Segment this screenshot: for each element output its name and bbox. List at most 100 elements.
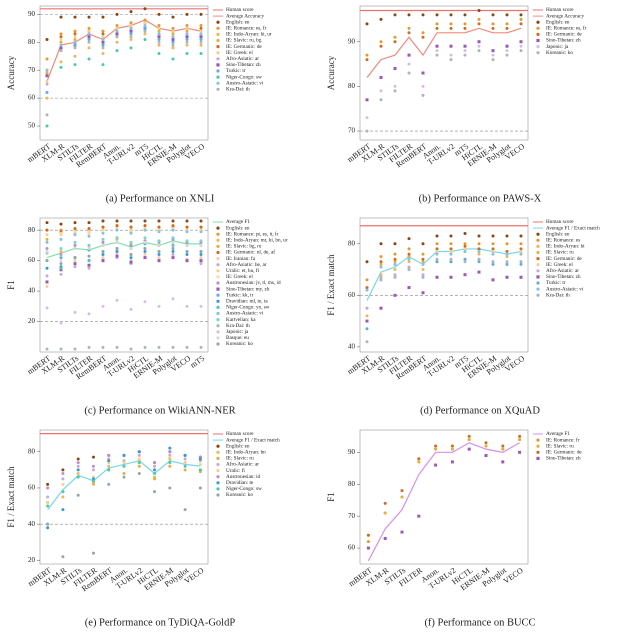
point	[168, 455, 172, 459]
legend-swatch	[536, 281, 540, 285]
point	[383, 536, 387, 540]
point	[463, 244, 467, 248]
legend-swatch	[216, 469, 220, 473]
point	[101, 225, 105, 229]
point	[435, 275, 439, 279]
legend-label: Sino-Tibetan: zh	[546, 38, 581, 44]
legend-swatch	[536, 51, 540, 55]
point	[115, 298, 119, 302]
point	[157, 230, 161, 234]
legend-swatch	[216, 475, 220, 479]
point	[407, 237, 411, 241]
point	[87, 32, 91, 36]
legend-swatch	[536, 32, 540, 37]
legend-label: Human score	[226, 7, 254, 13]
point	[199, 219, 203, 223]
point	[407, 257, 411, 261]
point	[115, 228, 119, 232]
point	[421, 31, 425, 35]
point	[477, 44, 481, 48]
point	[122, 471, 126, 475]
point	[365, 278, 369, 282]
point	[198, 486, 202, 490]
point	[115, 345, 119, 349]
point	[143, 224, 147, 228]
point	[153, 464, 157, 468]
legend-label: Niger-Congo: sw	[226, 486, 262, 492]
legend-label: Sino-Tibetan: my, zh	[226, 286, 270, 292]
point	[393, 40, 397, 44]
legend-swatch	[216, 87, 220, 91]
point	[477, 234, 481, 238]
legend-swatch	[536, 250, 540, 255]
point	[115, 49, 119, 53]
point	[59, 259, 63, 263]
point	[87, 312, 91, 316]
point	[157, 43, 161, 47]
point	[519, 40, 523, 44]
point	[171, 29, 175, 33]
y-axis-label: Accuracy	[326, 55, 336, 90]
point	[198, 462, 202, 466]
point	[463, 26, 467, 30]
legend-swatch	[216, 287, 220, 291]
point	[59, 347, 63, 351]
point	[484, 441, 488, 445]
point	[477, 247, 481, 251]
legend-swatch	[536, 38, 540, 43]
point	[463, 260, 467, 264]
point	[157, 225, 161, 229]
point	[199, 259, 203, 263]
point	[87, 246, 91, 250]
point	[435, 247, 439, 251]
point	[199, 12, 203, 16]
legend-swatch	[216, 330, 220, 334]
y-tick-label: 60	[28, 256, 36, 264]
point	[101, 219, 105, 223]
point	[185, 43, 189, 47]
point	[129, 35, 133, 39]
point	[73, 230, 77, 234]
point	[101, 29, 105, 33]
point	[171, 35, 175, 39]
legend-label: IE: Greek: el	[226, 50, 253, 56]
point	[171, 243, 175, 247]
legend-swatch	[216, 26, 220, 30]
y-axis-label: F1 / Exact match	[326, 254, 336, 316]
caption: (b) Performance on PAWS-X	[419, 193, 542, 204]
legend-swatch	[216, 226, 220, 230]
point	[157, 304, 161, 308]
point	[168, 450, 172, 454]
point	[59, 262, 63, 266]
point	[434, 444, 438, 448]
caption: (e) Performance on TyDiQA-GoldP	[85, 617, 236, 628]
legend-label: IE: Slavic: bg, ru	[226, 244, 262, 250]
point	[153, 490, 157, 494]
legend-label: Japonic: ja	[226, 329, 249, 335]
point	[467, 438, 471, 442]
point	[199, 51, 203, 55]
point	[157, 256, 161, 260]
point	[491, 13, 495, 17]
point	[450, 447, 454, 451]
point	[379, 275, 383, 279]
point	[87, 29, 91, 33]
point	[59, 32, 63, 36]
point	[393, 293, 397, 297]
legend-label: Turkic: kk, tr	[226, 292, 254, 298]
point	[115, 35, 119, 39]
y-tick-label: 90	[348, 448, 356, 456]
point	[73, 227, 77, 231]
point	[73, 233, 77, 237]
point	[153, 461, 157, 465]
point	[143, 219, 147, 223]
point	[185, 250, 189, 253]
point	[61, 508, 65, 512]
point	[122, 453, 126, 457]
point	[501, 444, 505, 448]
point	[407, 62, 411, 66]
point	[365, 314, 369, 318]
point	[168, 461, 172, 465]
point	[407, 71, 411, 75]
point	[379, 242, 383, 246]
